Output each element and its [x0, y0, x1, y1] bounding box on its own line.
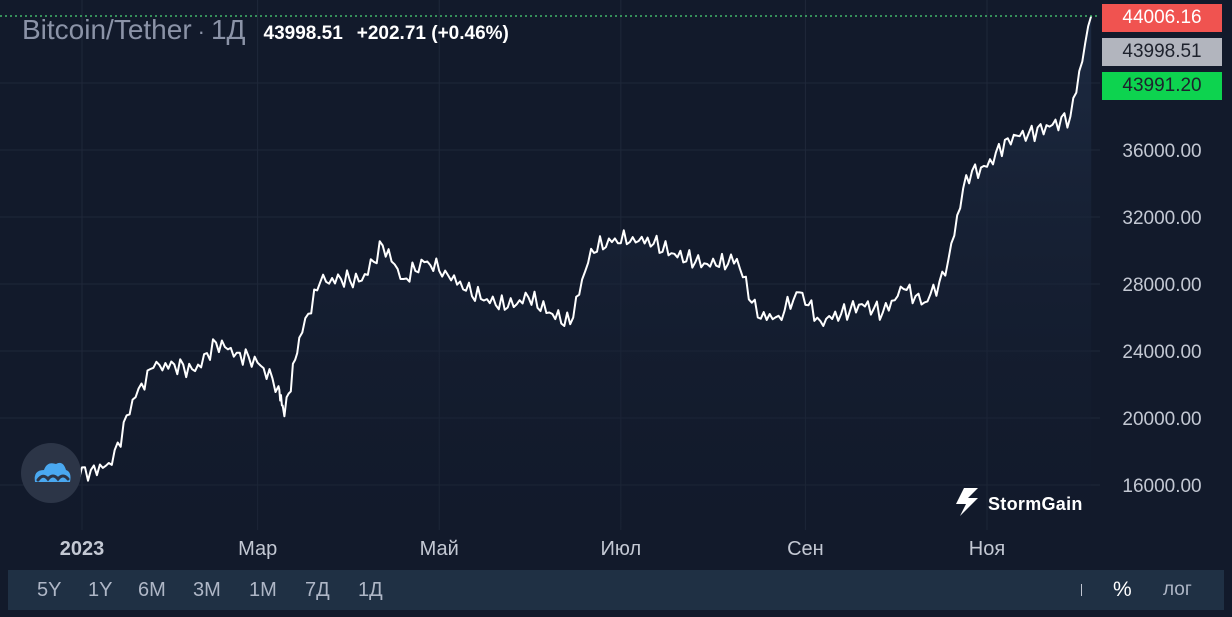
stormgain-bolt-icon	[954, 488, 980, 521]
y-tick-label: 28000.00	[1122, 275, 1201, 296]
ask-price-tag: 44006.16	[1102, 4, 1222, 32]
timeframe-toolbar: 5Y 1Y 6M 3M 1M 7Д 1Д % лог	[8, 570, 1224, 610]
toolbar-divider	[1081, 584, 1082, 596]
y-tick-label: 32000.00	[1122, 208, 1201, 229]
last-price: 43998.51	[263, 23, 343, 44]
price-change: +202.71 (+0.46%)	[356, 23, 509, 44]
symbol-title: Bitcoin/Tether	[22, 14, 192, 45]
timeframe-7d-button[interactable]: 7Д	[305, 579, 330, 601]
x-tick-label: Май	[420, 538, 459, 560]
timeframe-5y-button[interactable]: 5Y	[37, 579, 62, 601]
timeframe-1d-button[interactable]: 1Д	[358, 579, 383, 601]
x-tick-label: 2023	[60, 538, 105, 560]
y-tick-label: 36000.00	[1122, 141, 1201, 162]
stormgain-brand: StormGain	[954, 488, 1083, 521]
y-tick-label: 16000.00	[1122, 476, 1201, 497]
x-tick-label: Июл	[601, 538, 642, 560]
price-chart[interactable]: 16000.00 20000.00 24000.00 28000.00 32000.00…	[0, 0, 1232, 570]
price-area	[49, 16, 1092, 530]
x-tick-label: Сен	[787, 538, 824, 560]
x-tick-label: Мар	[238, 538, 277, 560]
header-separator: ·	[197, 19, 205, 44]
log-scale-button[interactable]: лог	[1163, 579, 1192, 600]
interval-label: 1Д	[210, 14, 246, 45]
bid-price-tag: 43991.20	[1102, 72, 1222, 100]
timeframe-3m-button[interactable]: 3M	[193, 579, 221, 601]
x-tick-label: Ноя	[969, 538, 1005, 560]
brand-name: StormGain	[988, 494, 1083, 514]
last-price-tag: 43998.51	[1102, 38, 1222, 66]
timeframe-6m-button[interactable]: 6M	[138, 579, 166, 601]
percent-scale-button[interactable]: %	[1113, 578, 1132, 601]
timeframe-1m-button[interactable]: 1M	[249, 579, 277, 601]
y-tick-label: 24000.00	[1122, 342, 1201, 363]
chart-header: Bitcoin/Tether · 1Д 43998.51 +202.71 (+0…	[22, 14, 509, 50]
y-tick-label: 20000.00	[1122, 409, 1201, 430]
cloud-waves-icon[interactable]	[21, 443, 81, 503]
price-line	[48, 15, 1093, 484]
timeframe-1y-button[interactable]: 1Y	[88, 579, 113, 601]
